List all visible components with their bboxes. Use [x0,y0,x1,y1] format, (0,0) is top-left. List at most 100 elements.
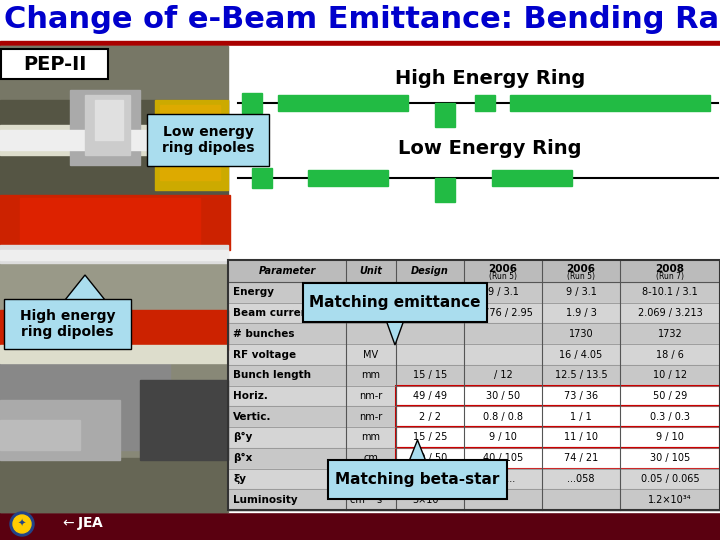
Text: 0.8 / 0.8: 0.8 / 0.8 [483,411,523,422]
Text: 2 / 2: 2 / 2 [419,411,441,422]
Text: (Run 5): (Run 5) [567,273,595,281]
Bar [228,386,720,407]
Text: $\leftarrow$JEA: $\leftarrow$JEA [60,516,104,532]
Bar [396,427,720,448]
Text: ...058: ...058 [567,474,595,484]
Text: 9 / 10: 9 / 10 [656,433,684,442]
Text: 9 / 3.1: 9 / 3.1 [566,287,596,298]
Text: 40 / 105: 40 / 105 [483,453,523,463]
Bar [475,95,495,111]
Text: 2008: 2008 [655,264,685,274]
Text: cm: cm [364,453,379,463]
Text: 50 / 50: 50 / 50 [413,453,447,463]
Text: nm-r: nm-r [359,391,382,401]
Text: mm: mm [361,370,380,380]
Bar [0,0,720,44]
Bar [0,245,228,263]
Text: 1.9 / 3: 1.9 / 3 [566,308,596,318]
Bar [0,250,228,260]
Text: cm⁻² s⁻¹: cm⁻² s⁻¹ [351,495,392,505]
Text: # bunches: # bunches [233,329,294,339]
Text: nm-r: nm-r [359,411,382,422]
Bar [0,310,228,350]
Bar [0,195,230,250]
Text: 3×10³³: 3×10³³ [413,495,447,505]
Bar [396,448,720,469]
Bar [0,400,120,460]
Text: (Run 5): (Run 5) [489,273,517,281]
Text: 15 / 15: 15 / 15 [413,370,447,380]
Text: 1730: 1730 [569,329,593,339]
Bar [228,323,720,344]
Text: 16 / 4.05: 16 / 4.05 [559,349,603,360]
Bar [0,46,228,126]
Bar [0,345,228,363]
Text: 2006: 2006 [567,264,595,274]
Text: Matching beta-star: Matching beta-star [336,472,500,487]
FancyBboxPatch shape [1,49,108,79]
Text: GeV: GeV [361,287,381,298]
Text: mm: mm [361,433,380,442]
Bar [20,198,200,246]
Bar [228,260,720,510]
Text: 0.05 / 0.065: 0.05 / 0.065 [641,474,699,484]
FancyBboxPatch shape [147,114,269,166]
Text: 2006: 2006 [488,264,518,274]
Text: Change of e-Beam Emittance: Bending Radius: Change of e-Beam Emittance: Bending Radi… [4,5,720,34]
Text: 0.75 / 2.14: 0.75 / 2.14 [404,308,456,318]
Bar [228,365,720,386]
Bar [396,386,720,407]
Text: Design: Design [411,266,449,276]
Text: Luminosity: Luminosity [233,495,297,505]
Text: 2.069 / 3.213: 2.069 / 3.213 [638,308,703,318]
Bar [95,100,123,140]
Text: Energy: Energy [233,287,274,298]
Text: 30 / 50: 30 / 50 [486,391,520,401]
Bar [252,168,272,188]
Bar [228,469,720,489]
Bar [70,90,140,165]
Text: Matching emittance: Matching emittance [310,295,481,310]
Text: Low energy
ring dipoles: Low energy ring dipoles [162,125,254,155]
Bar [0,458,228,512]
Text: 49 / 49: 49 / 49 [413,391,447,401]
Text: Bunch length: Bunch length [233,370,311,380]
Bar [242,93,262,113]
Text: 30 / 105: 30 / 105 [650,453,690,463]
Text: 18 / 6: 18 / 6 [656,349,684,360]
Text: β°x: β°x [233,453,253,463]
Polygon shape [65,275,105,300]
Text: 1.776 / 2.95: 1.776 / 2.95 [474,308,532,318]
Circle shape [13,515,31,533]
Bar [0,420,80,450]
Text: Beam current: Beam current [233,308,313,318]
Bar [396,407,720,427]
Bar [0,512,720,540]
Bar [228,303,720,323]
Text: 12.5 / 13.5: 12.5 / 13.5 [554,370,607,380]
Text: 50 / 29: 50 / 29 [653,391,687,401]
Text: Vertic.: Vertic. [233,411,271,422]
Bar [0,41,720,46]
Bar [0,125,228,155]
Bar [228,427,720,448]
Text: RF voltage: RF voltage [233,349,296,360]
Text: MV: MV [364,349,379,360]
Text: 73 / 36: 73 / 36 [564,391,598,401]
Bar [278,95,408,111]
Text: Low Energy Ring: Low Energy Ring [398,138,582,158]
Text: 9 / 10: 9 / 10 [489,433,517,442]
Bar [228,46,720,512]
Bar [228,407,720,427]
Text: Horiz.: Horiz. [233,391,268,401]
Bar [155,100,228,190]
Text: Parameter: Parameter [258,266,315,276]
Text: Unit: Unit [359,266,382,276]
Text: 0.3 / 0.3: 0.3 / 0.3 [650,411,690,422]
Polygon shape [409,440,426,462]
Text: 74 / 21: 74 / 21 [564,453,598,463]
Bar [228,344,720,365]
Text: / 12: / 12 [494,370,513,380]
Text: 9 / 3.1: 9 / 3.1 [415,287,446,298]
Bar [435,178,455,202]
